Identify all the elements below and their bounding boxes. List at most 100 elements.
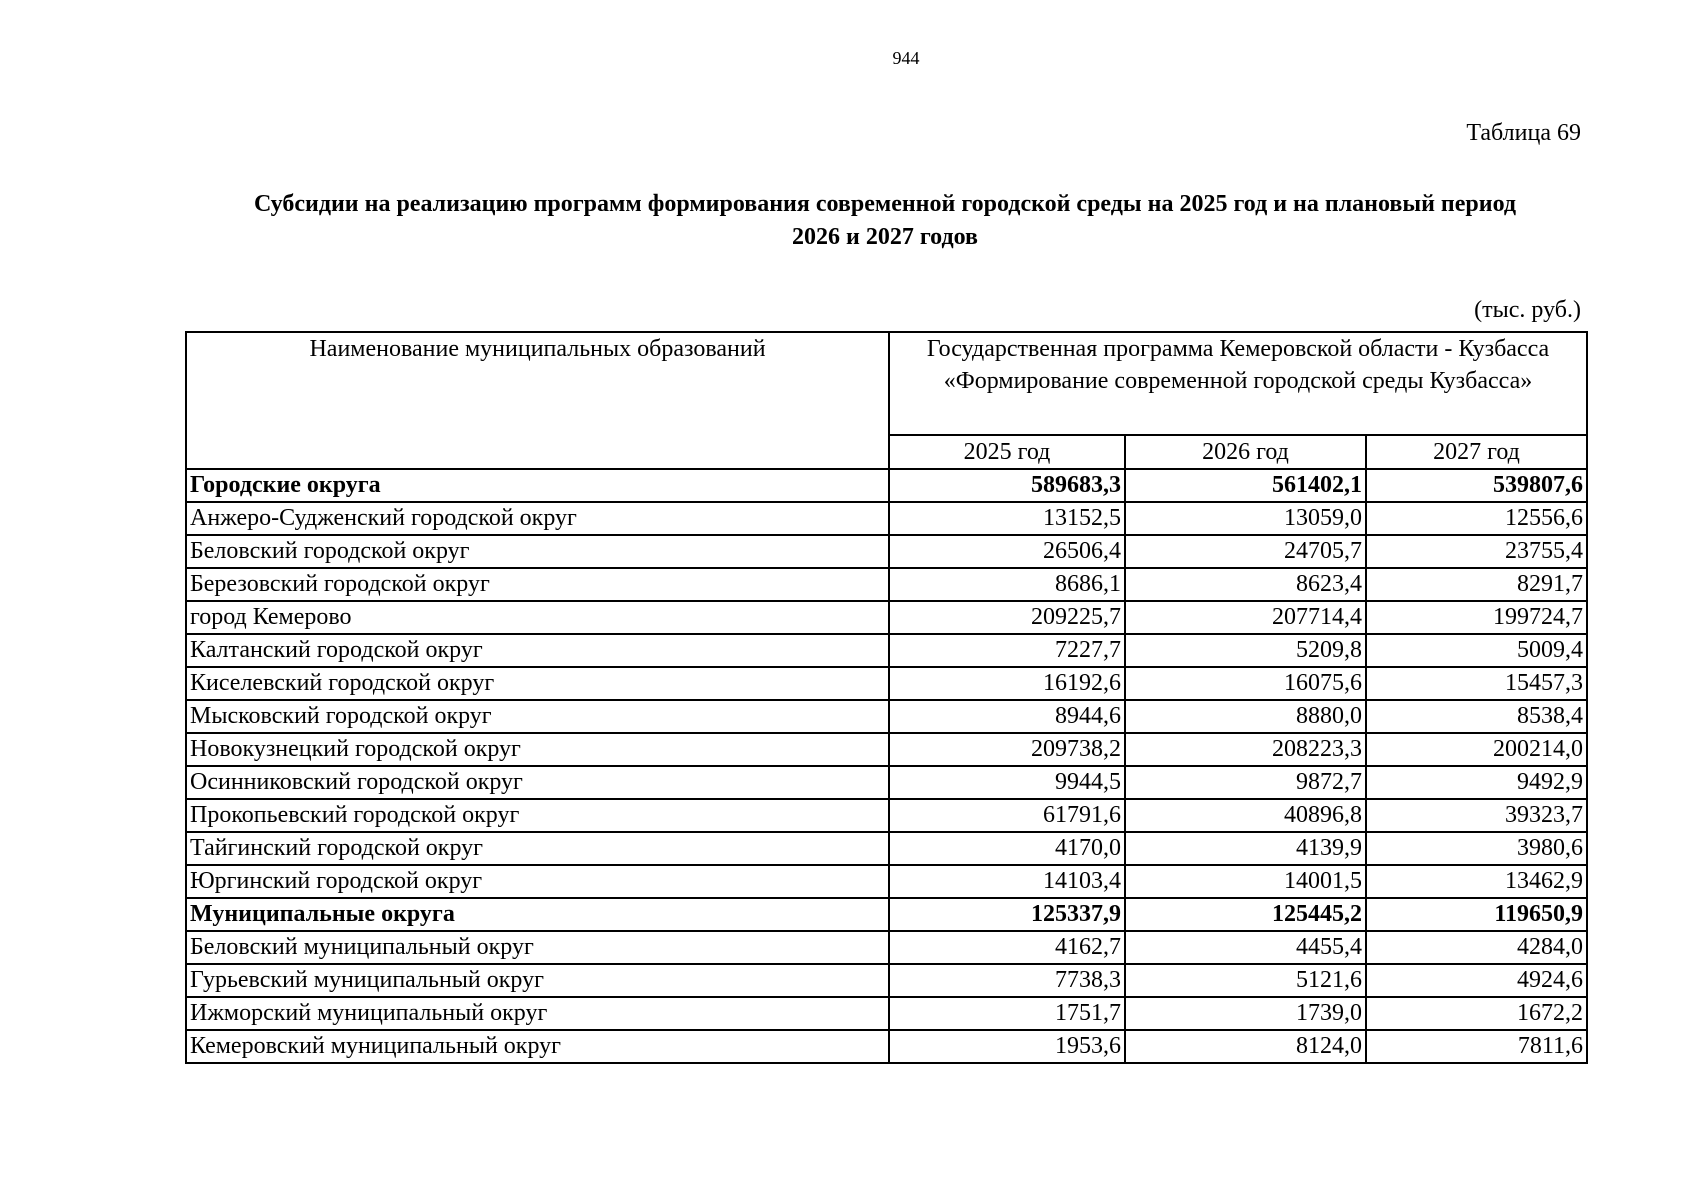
data-row: Осинниковский городской округ 9944,5 9872,… xyxy=(185,765,1589,800)
group-row: Городские округа 589683,3 561402,1 539807,6 xyxy=(185,468,1589,503)
value-cell: 7811,6 xyxy=(1364,1029,1589,1064)
value-cell: 209738,2 xyxy=(888,732,1126,767)
value-cell: 13152,5 xyxy=(888,501,1126,536)
value-cell: 39323,7 xyxy=(1364,798,1589,833)
data-row: Новокузнецкий городской округ 209738,2 208… xyxy=(185,732,1589,767)
value-cell: 208223,3 xyxy=(1124,732,1367,767)
value-cell: 589683,3 xyxy=(888,468,1126,503)
data-row: Ижморский муниципальный округ 1751,7 1739,… xyxy=(185,996,1589,1031)
value-cell: 12556,6 xyxy=(1364,501,1589,536)
data-row: Тайгинский городской округ 4170,0 4139,9 39… xyxy=(185,831,1589,866)
program-header: Государственная программа Кемеровской об… xyxy=(887,331,1589,436)
units: (тыс. руб.) xyxy=(1474,297,1581,323)
data-row: город Кемерово 209225,7 207714,4 199724,7 xyxy=(185,600,1589,635)
row-name: Гурьевский муниципальный округ xyxy=(185,963,890,998)
data-row: Березовский городской округ 8686,1 8623,4 8… xyxy=(185,567,1589,602)
value-cell: 4455,4 xyxy=(1124,930,1367,965)
value-cell: 1751,7 xyxy=(888,996,1126,1031)
data-row: Юргинский городской округ 14103,4 14001,5 1… xyxy=(185,864,1589,899)
table: Наименование муниципальных образований Г… xyxy=(185,331,1589,1064)
value-cell: 61791,6 xyxy=(888,798,1126,833)
value-cell: 9944,5 xyxy=(888,765,1126,800)
value-cell: 539807,6 xyxy=(1364,468,1589,503)
value-cell: 16075,6 xyxy=(1124,666,1367,701)
value-cell: 1953,6 xyxy=(888,1029,1126,1064)
value-cell: 561402,1 xyxy=(1124,468,1367,503)
value-cell: 13462,9 xyxy=(1364,864,1589,899)
row-name: Тайгинский городской округ xyxy=(185,831,890,866)
value-cell: 207714,4 xyxy=(1124,600,1367,635)
row-name: Прокопьевский городской округ xyxy=(185,798,890,833)
year-header: 2025 год xyxy=(888,434,1126,470)
value-cell: 7738,3 xyxy=(888,963,1126,998)
table-label: Таблица 69 xyxy=(1466,120,1581,146)
row-name: Юргинский городской округ xyxy=(185,864,890,899)
header-row: Наименование муниципальных образований Г… xyxy=(185,331,1589,470)
data-row: Киселевский городской округ 16192,6 16075,… xyxy=(185,666,1589,701)
value-cell: 4284,0 xyxy=(1364,930,1589,965)
row-name: Мысковский городской округ xyxy=(185,699,890,734)
program-header-line: «Формирование современной городской сред… xyxy=(943,368,1533,394)
value-cell: 200214,0 xyxy=(1364,732,1589,767)
row-name: Беловский муниципальный округ xyxy=(185,930,890,965)
value-cell: 8944,6 xyxy=(888,699,1126,734)
value-cell: 8291,7 xyxy=(1364,567,1589,602)
data-row: Беловский муниципальный округ 4162,7 4455,… xyxy=(185,930,1589,965)
value-cell: 1739,0 xyxy=(1124,996,1367,1031)
value-cell: 7227,7 xyxy=(888,633,1126,668)
value-cell: 5121,6 xyxy=(1124,963,1367,998)
value-cell: 199724,7 xyxy=(1364,600,1589,635)
data-row: Калтанский городской округ 7227,7 5209,8 50… xyxy=(185,633,1589,668)
year-header: 2027 год xyxy=(1364,434,1589,470)
group-row: Муниципальные округа 125337,9 125445,2 1196… xyxy=(185,897,1589,932)
value-cell: 13059,0 xyxy=(1124,501,1367,536)
value-cell: 1672,2 xyxy=(1364,996,1589,1031)
title-line: 2026 и 2027 годов xyxy=(792,224,978,250)
value-cell: 4162,7 xyxy=(888,930,1126,965)
value-cell: 4170,0 xyxy=(888,831,1126,866)
row-name: Ижморский муниципальный округ xyxy=(185,996,890,1031)
row-name: Киселевский городской округ xyxy=(185,666,890,701)
value-cell: 8124,0 xyxy=(1124,1029,1367,1064)
value-cell: 8623,4 xyxy=(1124,567,1367,602)
table-body: Наименование муниципальных образований Г… xyxy=(185,331,1589,1064)
value-cell: 16192,6 xyxy=(888,666,1126,701)
value-cell: 14001,5 xyxy=(1124,864,1367,899)
row-name: Муниципальные округа xyxy=(185,897,890,932)
data-row: Гурьевский муниципальный округ 7738,3 5121… xyxy=(185,963,1589,998)
row-name: город Кемерово xyxy=(185,600,890,635)
data-row: Прокопьевский городской округ 61791,6 4089… xyxy=(185,798,1589,833)
data-row: Мысковский городской округ 8944,6 8880,0 85… xyxy=(185,699,1589,734)
value-cell: 5009,4 xyxy=(1364,633,1589,668)
value-cell: 14103,4 xyxy=(888,864,1126,899)
value-cell: 23755,4 xyxy=(1364,534,1589,569)
value-cell: 26506,4 xyxy=(888,534,1126,569)
title: Субсидии на реализацию программ формиров… xyxy=(185,188,1585,254)
page-number: 944 xyxy=(892,48,920,68)
row-name: Беловский городской округ xyxy=(185,534,890,569)
value-cell: 40896,8 xyxy=(1124,798,1367,833)
name-header: Наименование муниципальных образований xyxy=(185,331,890,470)
value-cell: 125337,9 xyxy=(888,897,1126,932)
value-cell: 9492,9 xyxy=(1364,765,1589,800)
row-name: Осинниковский городской округ xyxy=(185,765,890,800)
value-cell: 209225,7 xyxy=(888,600,1126,635)
row-name: Городские округа xyxy=(185,468,890,503)
value-cell: 15457,3 xyxy=(1364,666,1589,701)
value-cell: 24705,7 xyxy=(1124,534,1367,569)
value-cell: 8880,0 xyxy=(1124,699,1367,734)
data-row: Беловский городской округ 26506,4 24705,7 2… xyxy=(185,534,1589,569)
value-cell: 4139,9 xyxy=(1124,831,1367,866)
value-cell: 4924,6 xyxy=(1364,963,1589,998)
title-line: Субсидии на реализацию программ формиров… xyxy=(253,191,1517,217)
year-header: 2026 год xyxy=(1124,434,1367,470)
value-cell: 5209,8 xyxy=(1124,633,1367,668)
row-name: Березовский городской округ xyxy=(185,567,890,602)
row-name: Анжеро-Судженский городской округ xyxy=(185,501,890,536)
program-header-line: Государственная программа Кемеровской об… xyxy=(926,336,1550,362)
value-cell: 3980,6 xyxy=(1364,831,1589,866)
row-name: Новокузнецкий городской округ xyxy=(185,732,890,767)
value-cell: 8686,1 xyxy=(888,567,1126,602)
row-name: Кемеровский муниципальный округ xyxy=(185,1029,890,1064)
